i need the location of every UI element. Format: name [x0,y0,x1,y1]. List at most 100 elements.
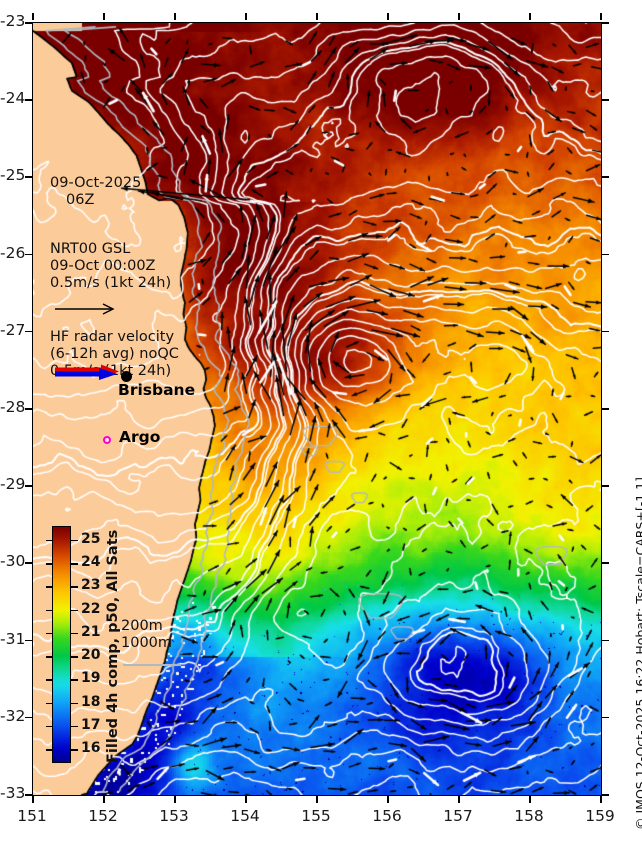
colorbar-tick-mark [71,702,78,705]
x-tick-label: 152 [88,807,118,825]
depth-label-1000m: 1000m [121,635,173,652]
x-tick-mark-top [600,13,602,20]
colorbar-tick-mark-left [46,609,52,612]
y-tick-mark [25,794,32,796]
colorbar-tick-mark [71,609,78,612]
colorbar-tick-label: 22 [81,600,101,617]
x-tick-mark-top [458,13,460,20]
colorbar-tick-mark [71,656,78,658]
y-tick-mark [25,253,32,256]
colorbar-tick-mark [71,679,78,681]
colorbar-tick-mark [71,725,78,728]
colorbar-tick-label: 21 [81,623,101,640]
colorbar-tick-mark [71,749,78,751]
y-tick-mark [25,99,32,101]
x-tick-label: 158 [514,807,544,825]
x-tick-mark-top [529,13,531,20]
colorbar-tick-label: 19 [81,670,101,687]
colorbar-tick-mark-left [46,749,52,751]
colorbar-tick-mark-left [46,725,52,728]
colorbar-tick-label: 23 [81,577,101,594]
x-tick-mark [458,796,460,803]
hf-radar-scale-arrow [53,363,127,385]
brisbane-label: Brisbane [118,381,196,399]
y-tick-mark-right [602,562,609,564]
x-tick-mark [316,796,318,803]
colorbar-tick-label: 20 [81,647,101,664]
x-tick-mark-top [387,13,389,20]
colorbar-tick-mark-left [46,702,52,705]
y-tick-mark-right [602,639,609,642]
x-tick-mark [600,796,602,803]
colorbar-tick-mark [71,563,78,565]
x-tick-label: 153 [159,807,189,825]
x-tick-label: 151 [17,807,47,825]
map-plot-area[interactable]: 09-Oct-2025 06Z NRT00 GSL 09-Oct 00:00Z … [32,22,602,796]
colorbar-tick-label: 18 [81,693,101,710]
x-tick-mark [174,796,176,803]
x-tick-mark [32,796,34,803]
y-tick-label: -26 [0,243,26,262]
x-tick-mark-top [32,13,34,20]
gsl-scale-arrow [53,301,123,321]
y-tick-mark-right [602,330,609,333]
timestamp-line-1: 09-Oct-2025 [50,175,142,191]
y-tick-mark-right [602,716,609,719]
colorbar-tick-mark-left [46,679,52,681]
y-tick-label: -23 [0,12,26,30]
argo-label: Argo [119,428,161,446]
credit-text: © IMOS 12-Oct-2025 16:22 Hobart; Tscale=… [633,477,642,830]
y-tick-mark-right [602,176,609,178]
y-tick-label: -28 [0,398,26,416]
y-tick-label: -31 [0,629,26,648]
depth-legend-line [123,664,181,666]
y-tick-label: -29 [0,475,26,494]
hf-line-1: HF radar velocity [50,329,175,345]
colorbar-tick-mark-left [46,656,52,658]
y-tick-label: -25 [0,166,26,185]
argo-marker-dot[interactable] [103,436,111,444]
y-tick-mark-right [602,408,609,410]
x-tick-mark-top [316,13,318,20]
colorbar-tick-label: 17 [81,716,101,733]
y-tick-label: -27 [0,320,26,339]
x-tick-label: 156 [372,807,402,825]
gsl-line-1: NRT00 GSL [50,241,131,257]
y-tick-label: -32 [0,706,26,725]
y-tick-mark [25,22,32,24]
x-tick-mark [387,796,389,803]
colorbar-tick-label: 16 [81,740,101,757]
y-tick-mark [25,485,32,487]
x-tick-mark [103,796,105,803]
brisbane-marker-dot [121,371,132,382]
y-tick-mark [25,562,32,564]
x-tick-label: 155 [301,807,331,825]
timestamp-annotation: 09-Oct-2025 06Z [50,175,141,209]
x-tick-mark-top [103,13,105,20]
colorbar-tick-mark [71,539,78,542]
y-tick-mark [25,639,32,642]
y-tick-label: -24 [0,89,26,108]
x-tick-mark [245,796,247,803]
timestamp-line-2: 06Z [66,192,95,209]
y-tick-label: -33 [0,784,26,802]
y-tick-mark [25,330,32,333]
y-tick-mark [25,176,32,178]
depth-label-200m: 200m [121,618,163,634]
y-tick-mark-right [602,485,609,487]
y-tick-mark-right [602,253,609,256]
colorbar-tick-label: 25 [81,530,101,547]
x-tick-label: 159 [585,807,615,825]
x-tick-mark [529,796,531,803]
y-tick-label: -30 [0,552,26,571]
y-tick-mark-right [602,22,609,24]
colorbar-tick-mark-left [46,632,52,635]
x-tick-mark-top [245,13,247,20]
y-tick-mark [25,408,32,410]
colorbar-tick-mark [71,586,78,588]
colorbar-gradient [52,526,71,763]
colorbar-tick-mark-left [46,539,52,542]
gsl-legend-text: NRT00 GSL 09-Oct 00:00Z 0.5m/s (1kt 24h) [50,241,171,292]
colorbar-title: Filled 4h comp, p50, All Sats [105,529,121,763]
